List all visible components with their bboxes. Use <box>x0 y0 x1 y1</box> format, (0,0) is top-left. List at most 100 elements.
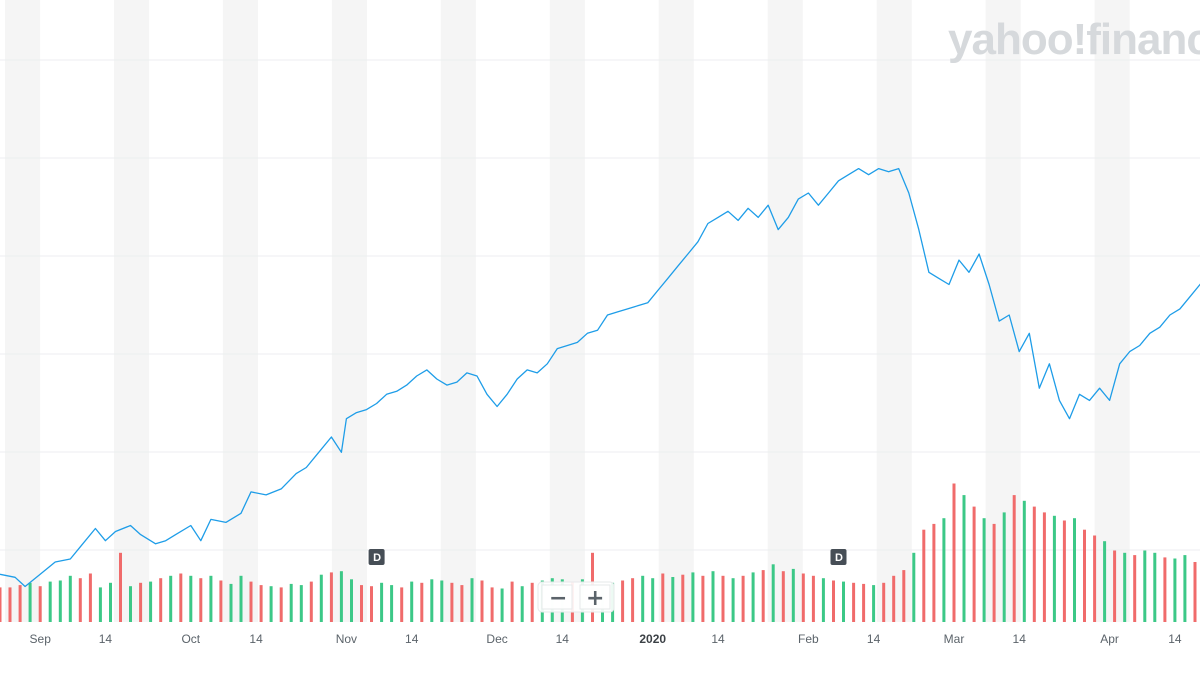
volume-bar-up <box>48 581 52 622</box>
volume-bar-up <box>350 579 353 622</box>
price-point <box>1189 296 1190 297</box>
event-flag-d[interactable]: D <box>368 549 385 565</box>
volume-bar-down <box>8 587 12 622</box>
volume-bar-down <box>259 585 263 622</box>
price-point <box>436 378 437 379</box>
volume-bar-up <box>149 581 153 622</box>
volume-bar-down <box>78 578 82 622</box>
price-point <box>898 168 899 169</box>
volume-bar-up <box>129 586 132 622</box>
volume-bar-down <box>852 582 856 622</box>
price-point <box>316 455 317 456</box>
volume-bar-down <box>530 582 534 622</box>
price-point <box>527 369 528 370</box>
week-band <box>440 0 476 622</box>
price-point <box>1129 351 1130 352</box>
price-point <box>165 540 166 541</box>
price-point <box>858 168 859 169</box>
volume-bar-down <box>420 582 424 622</box>
price-point <box>366 409 367 410</box>
price-point <box>507 394 508 395</box>
price-point <box>768 205 769 206</box>
volume-bar-down <box>88 573 92 622</box>
volume-bar-up <box>189 575 193 622</box>
volume-bar-up <box>962 495 966 622</box>
x-tick-label: Sep <box>30 632 52 646</box>
x-tick-label: Dec <box>486 632 507 646</box>
volume-bar-down <box>992 523 996 622</box>
volume-bar-up <box>169 575 173 622</box>
price-point <box>1069 418 1070 419</box>
volume-bar-down <box>922 529 926 622</box>
price-point <box>808 192 809 193</box>
price-point <box>748 208 749 209</box>
volume-bar-down <box>721 575 725 622</box>
x-tick-label: 14 <box>99 632 113 646</box>
price-point <box>15 577 16 578</box>
price-point <box>456 382 457 383</box>
price-point <box>386 394 387 395</box>
price-point <box>466 372 467 373</box>
week-band <box>114 0 150 622</box>
price-point <box>758 217 759 218</box>
x-tick-label: 14 <box>867 632 881 646</box>
price-point <box>140 534 141 535</box>
volume-bar-down <box>199 578 203 622</box>
price-point <box>40 574 41 575</box>
event-flag-box <box>368 549 385 565</box>
volume-bar-up <box>1052 515 1056 622</box>
x-tick-label: 14 <box>405 632 419 646</box>
volume-bar-down <box>219 580 223 622</box>
volume-bar-up <box>982 518 986 622</box>
price-point <box>497 406 498 407</box>
volume-bar-down <box>801 573 805 622</box>
volume-bar-down <box>952 483 956 622</box>
week-band <box>658 0 694 622</box>
volume-bar-down <box>1093 535 1097 622</box>
price-point <box>838 180 839 181</box>
volume-bar-down <box>832 580 835 622</box>
volume-bar-up <box>209 575 213 622</box>
price-point <box>627 308 628 309</box>
volume-bar-down <box>1083 529 1086 622</box>
volume-bar-down <box>450 582 454 622</box>
volume-bar-up <box>1143 550 1147 622</box>
price-point <box>95 528 96 529</box>
price-point <box>778 229 779 230</box>
x-tick-label: 14 <box>249 632 263 646</box>
price-point <box>281 488 282 489</box>
price-point <box>717 217 718 218</box>
event-flag-d[interactable]: D <box>830 549 847 565</box>
volume-bar-up <box>671 577 675 622</box>
volume-bar-up <box>470 578 474 622</box>
price-point <box>1089 400 1090 401</box>
price-point <box>918 229 919 230</box>
price-point <box>1009 314 1010 315</box>
zoom-out-button[interactable]: − <box>541 584 573 611</box>
grid-lines <box>0 59 1200 551</box>
volume-bar-down <box>741 575 745 622</box>
volume-bar-up <box>410 581 414 622</box>
volume-bar-down <box>882 582 886 622</box>
price-point <box>1039 388 1040 389</box>
volume-bar-up <box>390 585 394 622</box>
zoom-in-button[interactable]: + <box>579 584 611 611</box>
event-flag-label: D <box>373 552 381 564</box>
volume-bar-down <box>400 587 404 622</box>
price-point <box>677 266 678 267</box>
volume-bar-down <box>661 573 665 622</box>
price-point <box>999 321 1000 322</box>
price-line <box>0 167 1200 588</box>
volume-bar-up <box>98 587 102 622</box>
price-point <box>938 278 939 279</box>
volume-bar-down <box>1163 557 1167 622</box>
volume-bar-up <box>28 582 32 622</box>
volume-bar-up <box>239 575 243 622</box>
volume-bar-down <box>360 585 363 622</box>
price-point <box>567 345 568 346</box>
volume-bar-up <box>1073 518 1076 622</box>
event-flag-box <box>830 549 847 565</box>
